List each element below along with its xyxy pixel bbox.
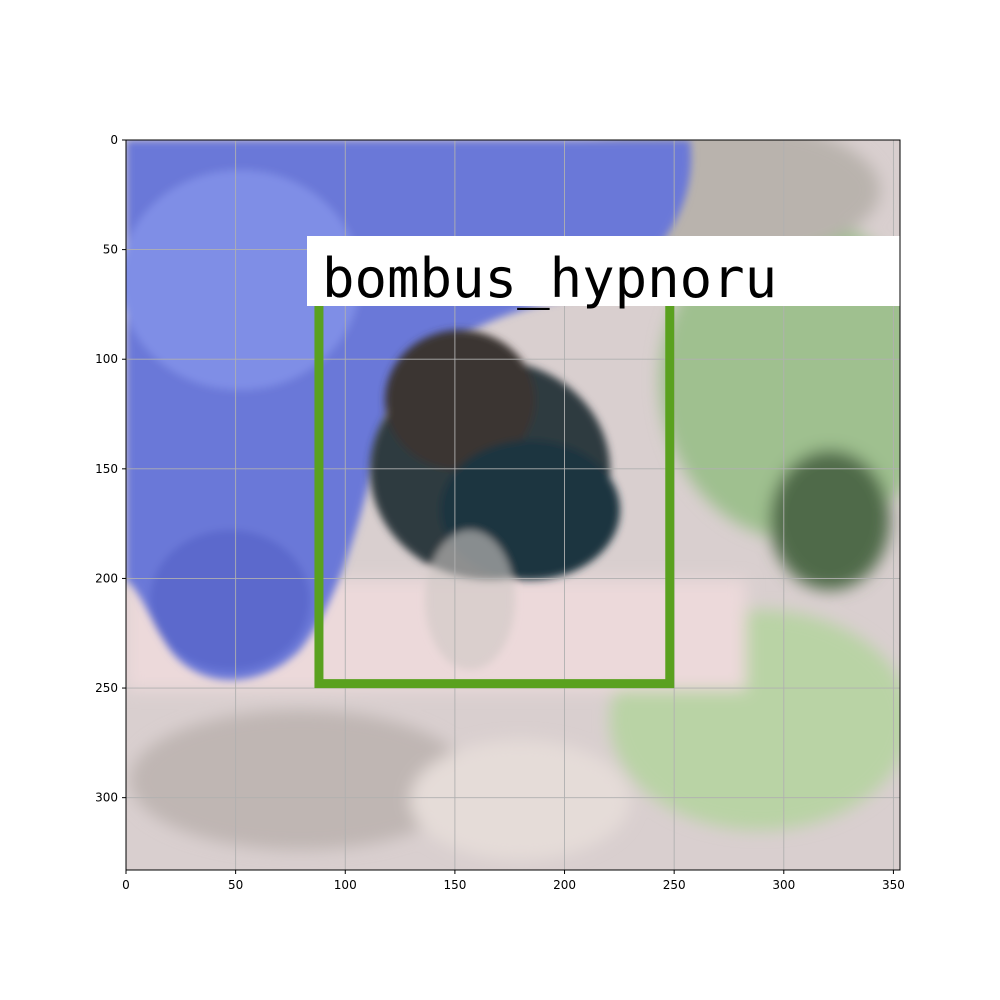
x-tick-label: 350: [882, 878, 905, 892]
x-tick-label: 0: [122, 878, 130, 892]
x-axis: 0 50 100 150 200 250 300 350: [122, 870, 905, 892]
flower-highlight: [126, 170, 360, 390]
y-tick-label: 150: [95, 462, 118, 476]
y-axis: 0 50 100 150 200 250 300: [95, 133, 126, 805]
x-tick-label: 100: [334, 878, 357, 892]
bee-thorax: [385, 330, 535, 470]
x-tick-label: 50: [228, 878, 243, 892]
y-tick-label: 100: [95, 352, 118, 366]
flower-petal-left: [150, 530, 310, 670]
background-dark-green: [770, 450, 890, 590]
bee-wing: [425, 530, 515, 670]
detection-label: bombus_hypnoru: [322, 247, 777, 310]
y-tick-label: 200: [95, 571, 118, 585]
y-tick-label: 0: [110, 133, 118, 147]
x-tick-label: 150: [443, 878, 466, 892]
x-tick-label: 250: [663, 878, 686, 892]
y-tick-label: 250: [95, 681, 118, 695]
background-light-stones: [410, 740, 630, 860]
detection-label-background: [307, 236, 900, 306]
x-tick-label: 200: [553, 878, 576, 892]
detection-box: [314, 302, 675, 689]
axes-frame: [125, 139, 901, 871]
y-tick-label: 300: [95, 791, 118, 805]
photo: [126, 140, 900, 870]
y-tick-label: 50: [103, 243, 118, 257]
background-gray-stones: [130, 710, 470, 850]
x-tick-label: 300: [772, 878, 795, 892]
